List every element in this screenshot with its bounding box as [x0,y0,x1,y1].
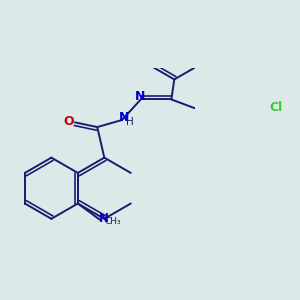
Text: H: H [126,117,134,128]
Text: N: N [99,212,109,225]
Text: CH₃: CH₃ [104,217,121,226]
Text: N: N [119,111,130,124]
Text: Cl: Cl [269,100,283,114]
Text: N: N [134,90,145,103]
Text: O: O [64,115,74,128]
